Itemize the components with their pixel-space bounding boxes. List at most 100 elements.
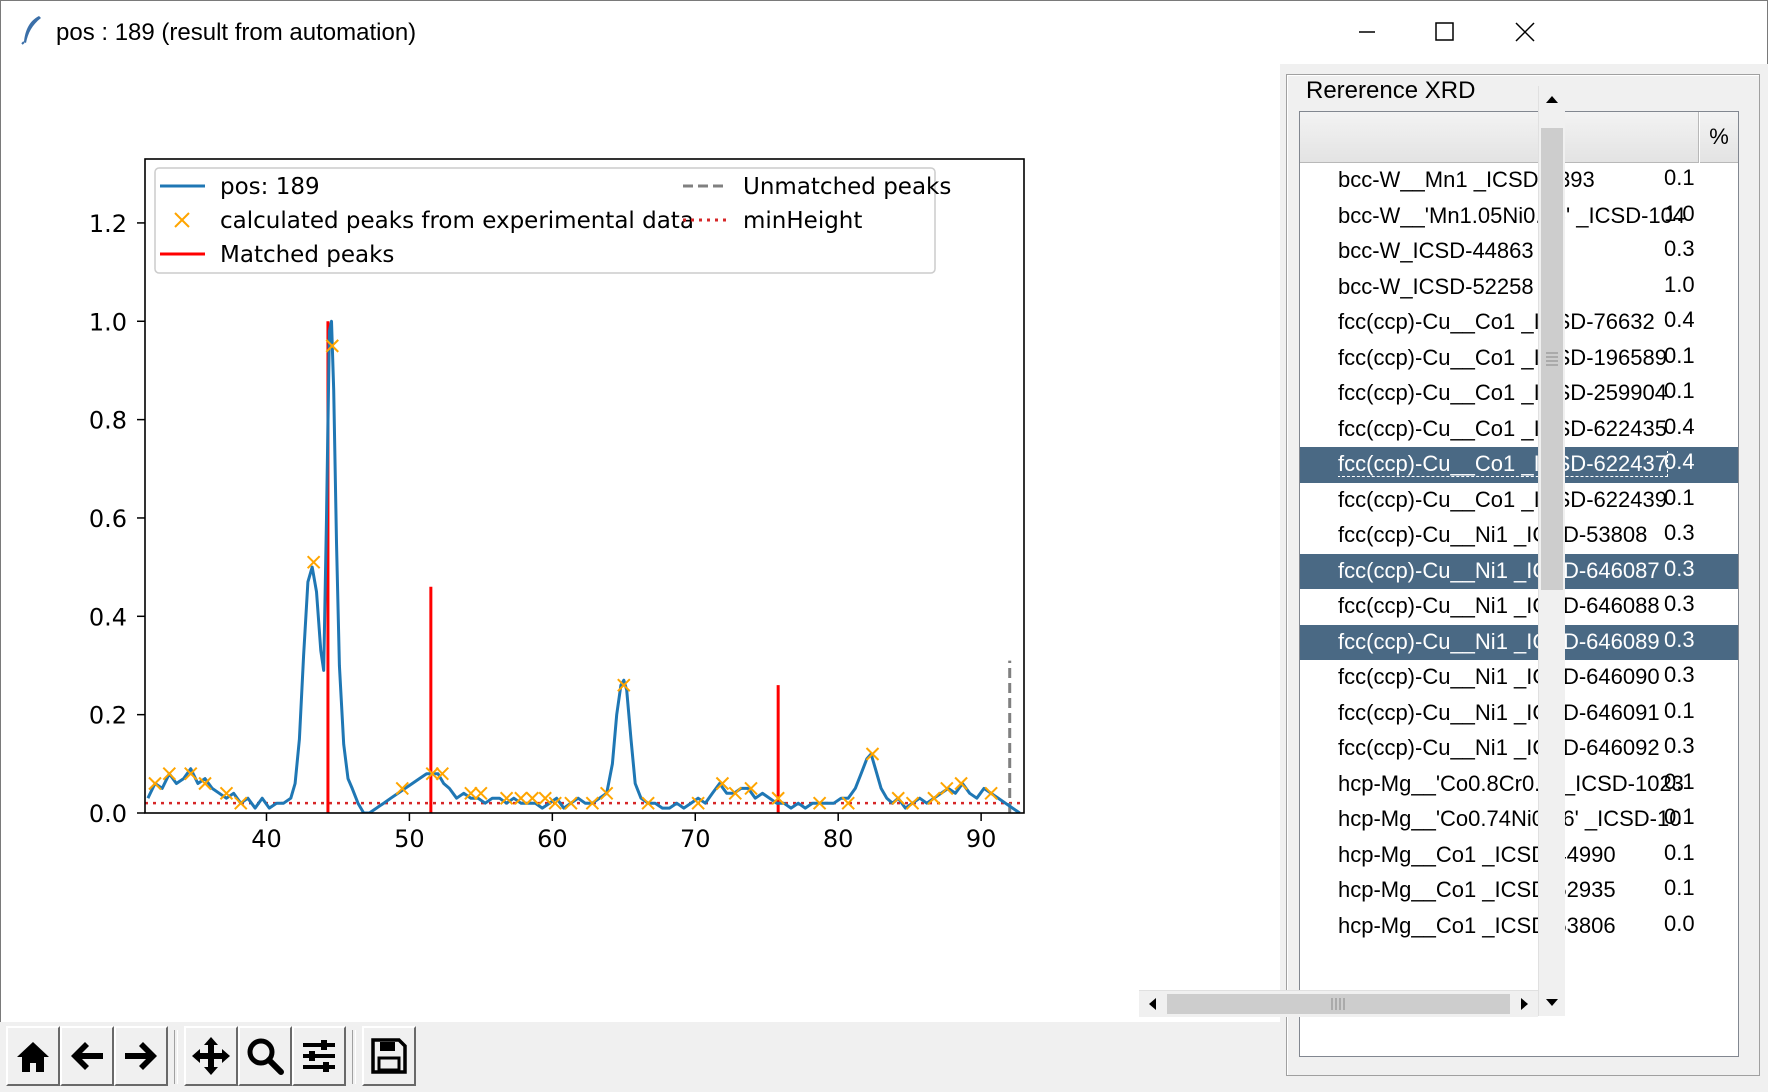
reference-percent: 0.1: [1664, 768, 1694, 794]
peak-marker: [219, 786, 234, 801]
list-item[interactable]: hcp-Mg__'Co0.74Ni0.26' _ICSD-10 0.1: [1300, 802, 1738, 838]
legend-label: calculated peaks from experimental data: [220, 208, 694, 234]
reference-name: fcc(ccp)-Cu__Co1 _ICSD-259904: [1338, 380, 1667, 405]
zoom-button[interactable]: [238, 1026, 292, 1086]
navigation-toolbar: [0, 1022, 1285, 1092]
peak-marker: [715, 776, 730, 791]
reference-name-focused: fcc(ccp)-Cu__Co1 _ICSD-622437: [1338, 451, 1668, 477]
reference-percent: 0.3: [1664, 733, 1694, 758]
pan-button[interactable]: [184, 1026, 238, 1086]
reference-percent: 1.0: [1664, 271, 1694, 297]
list-item[interactable]: bcc-W__Mn1 _ICSD-5393 0.1: [1300, 163, 1738, 199]
x-tick-label: 50: [394, 825, 425, 853]
list-item[interactable]: fcc(ccp)-Cu__Co1 _ICSD-622437 0.4: [1300, 447, 1738, 483]
peak-marker: [198, 776, 212, 791]
reference-name: fcc(ccp)-Cu__Co1 _ICSD-622437: [1338, 451, 1694, 477]
scroll-up-arrow[interactable]: [1539, 86, 1565, 112]
reference-name: fcc(ccp)-Cu__Co1 _ICSD-196589: [1338, 344, 1667, 370]
reference-name: hcp-Mg__Co1 _ICSD-52935: [1338, 877, 1616, 902]
list-item[interactable]: fcc(ccp)-Cu__Co1 _ICSD-622439 0.1: [1300, 483, 1738, 519]
reference-percent: 1.0: [1664, 200, 1694, 226]
reference-name: hcp-Mg__'Co0.8Cr0.2' _ICSD-1023: [1338, 770, 1684, 796]
window-title: pos : 189 (result from automation): [56, 19, 417, 46]
back-button[interactable]: [60, 1026, 114, 1086]
list-item[interactable]: fcc(ccp)-Cu__Co1 _ICSD-259904 0.1: [1300, 376, 1738, 412]
list-item[interactable]: fcc(ccp)-Cu__Ni1 _ICSD-646091 0.1: [1300, 696, 1738, 732]
maximize-button[interactable]: [1401, 2, 1489, 62]
list-item[interactable]: hcp-Mg__Co1 _ICSD-44990 0.1: [1300, 838, 1738, 874]
list-item[interactable]: hcp-Mg__Co1 _ICSD-52935 0.1: [1300, 873, 1738, 909]
column-header-name[interactable]: [1300, 112, 1699, 163]
minimize-icon: [1359, 31, 1375, 33]
maximize-icon: [1435, 22, 1454, 41]
y-tick-label: 0.6: [89, 505, 127, 533]
reference-percent: 0.3: [1664, 520, 1694, 545]
reference-name: hcp-Mg__'Co0.74Ni0.26' _ICSD-10: [1338, 806, 1682, 831]
horizontal-scrollbar[interactable]: [1139, 990, 1538, 1017]
peak-marker: [728, 786, 742, 801]
list-item[interactable]: fcc(ccp)-Cu__Ni1 _ICSD-646092 0.3: [1300, 731, 1738, 767]
legend-box: [154, 167, 936, 274]
floppy-disk-icon: [371, 1038, 407, 1074]
peak-marker: [891, 791, 905, 805]
peak-marker: [184, 766, 198, 781]
reference-treeview[interactable]: % bcc-W__Mn1 _ICSD-5393 0.1 bcc-W__'Mn1.05…: [1299, 111, 1739, 1057]
list-item[interactable]: hcp-Mg__'Co0.8Cr0.2' _ICSD-1023 0.1: [1300, 767, 1738, 803]
chevron-left-icon: [1149, 998, 1156, 1010]
list-item[interactable]: hcp-Mg__Co1 _ICSD-53806 0.0: [1300, 909, 1738, 945]
minimize-button[interactable]: [1323, 2, 1411, 62]
scroll-right-arrow[interactable]: [1512, 991, 1538, 1017]
save-figure-button[interactable]: [362, 1026, 416, 1086]
list-item[interactable]: fcc(ccp)-Cu__Co1 _ICSD-196589 0.1: [1300, 341, 1738, 377]
close-button[interactable]: [1481, 2, 1569, 62]
peak-marker: [641, 796, 655, 810]
reference-name: bcc-W_ICSD-44863: [1338, 238, 1534, 263]
peak-marker: [514, 791, 528, 805]
reference-percent: 0.0: [1664, 910, 1694, 936]
scroll-down-arrow[interactable]: [1539, 990, 1565, 1016]
list-item[interactable]: fcc(ccp)-Cu__Ni1 _ICSD-646088 0.3: [1300, 589, 1738, 625]
list-item[interactable]: bcc-W__'Mn1.05Ni0.95' _ICSD-104 1.0: [1300, 199, 1738, 235]
list-item[interactable]: fcc(ccp)-Cu__Ni1 _ICSD-646089 0.3: [1300, 624, 1738, 660]
x-tick-label: 90: [966, 825, 997, 853]
reference-percent: 0.3: [1664, 626, 1694, 652]
reference-percent: 0.3: [1664, 236, 1694, 261]
reference-xrd-group: Rererence XRD % bcc-W__Mn1 _ICSD-5393 0.1…: [1286, 74, 1760, 1076]
legend-label: pos: 189: [220, 174, 320, 200]
peak-marker: [306, 555, 321, 569]
list-item[interactable]: fcc(ccp)-Cu__Ni1 _ICSD-646087 0.3: [1300, 553, 1738, 589]
reference-name: bcc-W__Mn1 _ICSD-5393: [1338, 167, 1595, 192]
reference-name: fcc(ccp)-Cu__Ni1 _ICSD-646090: [1338, 664, 1660, 689]
column-header-percent[interactable]: %: [1700, 112, 1738, 163]
list-item[interactable]: fcc(ccp)-Cu__Ni1 _ICSD-646090 0.3: [1300, 660, 1738, 696]
peak-marker: [984, 786, 998, 801]
reference-name: hcp-Mg__Co1 _ICSD-53806: [1338, 912, 1616, 938]
grip-icon: [1331, 998, 1345, 1010]
peak-marker: [464, 786, 478, 801]
list-item[interactable]: fcc(ccp)-Cu__Co1 _ICSD-76632 0.4: [1300, 305, 1738, 341]
reference-name: fcc(ccp)-Cu__Ni1 _ICSD-646092: [1338, 735, 1660, 760]
list-item[interactable]: bcc-W_ICSD-52258 1.0: [1300, 270, 1738, 306]
xrd-plot[interactable]: 40 50 60 70 80 90 0.0 0.2 0.4 0.6 0.8 1.0 1.2 pos: 18…: [0, 70, 1138, 1020]
peak-marker: [841, 796, 855, 810]
configure-subplots-button[interactable]: [292, 1026, 346, 1086]
reference-percent: 0.1: [1664, 804, 1694, 829]
reference-percent: 0.3: [1664, 591, 1694, 616]
peak-marker: [525, 791, 540, 805]
peak-marker: [234, 796, 248, 810]
scroll-left-arrow[interactable]: [1139, 991, 1165, 1017]
list-item[interactable]: fcc(ccp)-Cu__Ni1 _ICSD-53808 0.3: [1300, 518, 1738, 554]
vertical-scrollbar[interactable]: [1538, 86, 1565, 1016]
reference-percent: 0.1: [1664, 839, 1694, 865]
vertical-scroll-thumb[interactable]: [1541, 128, 1563, 590]
home-button[interactable]: [6, 1026, 60, 1086]
reference-name: fcc(ccp)-Cu__Co1 _ICSD-622439: [1338, 486, 1667, 512]
list-item[interactable]: fcc(ccp)-Cu__Co1 _ICSD-622435 0.4: [1300, 412, 1738, 448]
peak-marker: [812, 796, 827, 810]
list-item[interactable]: bcc-W_ICSD-44863 0.3: [1300, 234, 1738, 270]
peak-marker: [538, 791, 552, 805]
grip-icon: [1546, 352, 1558, 366]
peak-marker: [564, 796, 578, 810]
horizontal-scroll-thumb[interactable]: [1167, 994, 1510, 1014]
forward-button[interactable]: [114, 1026, 168, 1086]
